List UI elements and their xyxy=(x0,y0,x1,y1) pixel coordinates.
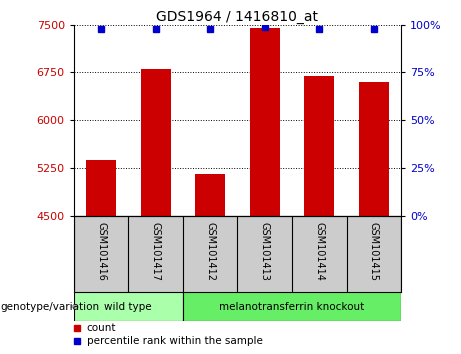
Bar xyxy=(304,76,334,216)
Text: GSM101412: GSM101412 xyxy=(205,222,215,281)
Text: GSM101415: GSM101415 xyxy=(369,222,379,281)
Bar xyxy=(141,69,171,216)
Text: melanotransferrin knockout: melanotransferrin knockout xyxy=(219,302,365,312)
Bar xyxy=(250,28,280,216)
Bar xyxy=(195,174,225,216)
Text: wild type: wild type xyxy=(105,302,152,312)
Text: GSM101417: GSM101417 xyxy=(151,222,160,281)
Bar xyxy=(86,160,116,216)
Bar xyxy=(74,292,183,321)
Text: count: count xyxy=(87,323,116,333)
Title: GDS1964 / 1416810_at: GDS1964 / 1416810_at xyxy=(156,10,319,24)
Text: GSM101416: GSM101416 xyxy=(96,222,106,280)
Text: GSM101413: GSM101413 xyxy=(260,222,270,280)
Bar xyxy=(183,292,401,321)
Text: GSM101414: GSM101414 xyxy=(314,222,324,280)
Bar xyxy=(359,82,389,216)
Text: percentile rank within the sample: percentile rank within the sample xyxy=(87,336,263,346)
Text: genotype/variation: genotype/variation xyxy=(0,302,100,312)
